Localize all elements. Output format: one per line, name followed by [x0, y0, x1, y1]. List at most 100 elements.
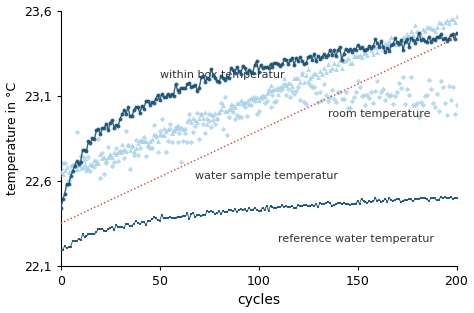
Point	[91, 137, 98, 142]
Point	[308, 85, 316, 90]
Point	[116, 149, 124, 154]
Point	[360, 199, 367, 204]
Point	[81, 234, 88, 239]
Point	[107, 154, 114, 159]
Point	[217, 73, 225, 78]
Point	[205, 209, 213, 214]
Point	[292, 205, 300, 210]
Point	[425, 199, 433, 204]
Point	[429, 36, 437, 41]
Point	[377, 200, 385, 205]
Point	[443, 112, 450, 117]
Point	[375, 44, 383, 49]
Point	[180, 213, 187, 218]
Point	[433, 91, 440, 96]
Point	[172, 81, 179, 86]
Point	[166, 122, 173, 127]
Point	[326, 48, 334, 53]
Point	[114, 150, 122, 155]
Point	[221, 78, 229, 83]
Point	[318, 71, 326, 76]
Point	[180, 86, 187, 91]
Point	[407, 28, 415, 33]
Point	[397, 85, 405, 90]
Point	[294, 84, 302, 89]
Point	[431, 104, 438, 109]
Point	[146, 138, 154, 143]
Point	[57, 170, 64, 175]
Point	[302, 60, 310, 65]
Point	[138, 139, 146, 144]
Point	[342, 46, 349, 51]
Point	[269, 64, 276, 69]
Point	[213, 116, 221, 121]
Point	[383, 46, 391, 51]
Point	[152, 133, 160, 138]
Point	[217, 107, 225, 112]
Point	[324, 199, 332, 204]
Point	[213, 116, 221, 121]
Point	[423, 197, 430, 202]
Point	[342, 90, 349, 95]
Point	[380, 198, 387, 203]
Point	[128, 114, 136, 119]
Point	[237, 72, 245, 77]
Point	[382, 49, 389, 54]
Point	[399, 48, 407, 53]
Point	[173, 214, 181, 219]
Point	[277, 85, 284, 90]
Point	[156, 129, 164, 134]
Point	[387, 197, 395, 202]
Point	[417, 37, 425, 42]
Point	[249, 95, 256, 100]
Point	[374, 199, 381, 204]
Point	[253, 207, 260, 212]
Point	[350, 47, 357, 52]
Point	[65, 245, 73, 250]
Point	[170, 216, 177, 221]
Point	[166, 215, 173, 220]
Point	[302, 203, 310, 208]
Point	[350, 94, 357, 99]
Point	[176, 215, 183, 220]
Point	[227, 65, 235, 70]
Point	[69, 238, 76, 243]
Point	[102, 160, 110, 165]
Point	[382, 97, 389, 102]
Point	[304, 79, 312, 84]
Point	[173, 87, 181, 92]
Point	[176, 89, 183, 94]
Point	[348, 202, 356, 207]
Point	[279, 203, 286, 208]
Point	[431, 196, 438, 201]
Point	[405, 44, 413, 49]
Point	[148, 100, 155, 105]
Point	[411, 23, 419, 28]
Point	[85, 138, 92, 143]
Point	[445, 21, 452, 26]
Point	[231, 207, 239, 212]
Point	[316, 90, 324, 95]
Point	[328, 65, 336, 70]
Point	[164, 139, 172, 144]
Point	[156, 131, 164, 136]
Point	[210, 72, 217, 77]
Point	[340, 200, 347, 205]
Point	[267, 83, 274, 88]
Point	[231, 70, 239, 75]
Point	[358, 196, 365, 201]
Point	[158, 92, 165, 97]
Point	[322, 69, 330, 74]
Point	[120, 108, 128, 113]
Point	[433, 24, 440, 29]
Point	[291, 63, 298, 68]
Point	[223, 108, 231, 113]
Point	[200, 212, 207, 217]
Point	[233, 65, 241, 70]
Point	[104, 145, 112, 150]
Point	[95, 137, 102, 142]
Point	[182, 85, 189, 90]
Point	[284, 80, 292, 85]
Point	[160, 126, 167, 131]
Point	[415, 115, 423, 120]
